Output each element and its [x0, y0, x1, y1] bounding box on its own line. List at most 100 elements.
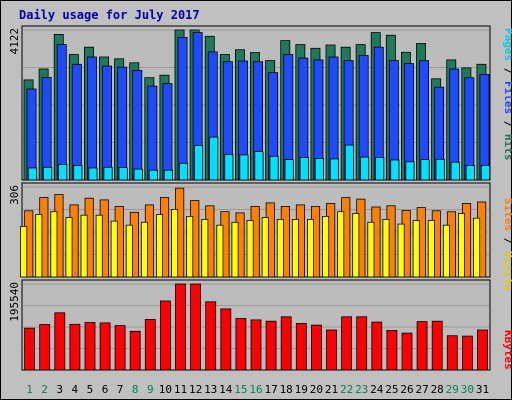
bar-kbytes-day-1 [24, 327, 36, 371]
bar-pages-day-10 [163, 169, 174, 181]
bar-kbytes-day-16 [250, 319, 262, 371]
bar-pages-day-15 [239, 154, 249, 181]
y-max-label: 306 [8, 185, 21, 205]
x-axis-day-labels: 1 2 3 4 5 6 7 8 9 10 11 12 13 14 15 16 17 18 19 20 21 22 23 24 2… [26, 383, 489, 396]
x-tick-label-day-11: 11 [174, 383, 187, 396]
bar-sites-day-12 [186, 215, 194, 278]
bar-sites-day-13 [201, 218, 209, 278]
bar-files-day-7 [117, 66, 128, 181]
bar-pages-day-11 [178, 162, 189, 181]
bar-kbytes-day-20 [310, 324, 322, 371]
legend-hits: Hits [502, 134, 512, 161]
bar-sites-day-5 [80, 214, 88, 278]
bar-sites-day-16 [246, 220, 254, 278]
bar-files-day-2 [41, 77, 52, 181]
x-tick-label-day-21: 21 [325, 383, 338, 396]
bar-pages-day-2 [43, 166, 53, 181]
bar-sites-day-2 [35, 214, 43, 278]
bar-kbytes-day-22 [341, 316, 353, 371]
bar-kbytes-day-26 [401, 332, 413, 371]
legend-pages: Pages [502, 28, 512, 61]
x-tick-label-day-12: 12 [189, 383, 202, 396]
bar-files-day-9 [147, 85, 158, 181]
x-tick-label-day-10: 10 [159, 383, 172, 396]
bar-files-day-5 [87, 56, 97, 181]
x-tick-label-day-26: 26 [400, 383, 413, 396]
bar-kbytes-day-8 [129, 330, 141, 371]
bars [20, 187, 487, 278]
bar-pages-day-30 [465, 164, 475, 181]
bar-pages-day-26 [405, 161, 415, 181]
legend-visits-sites: Sites / Visits [502, 198, 512, 291]
x-tick-label-day-17: 17 [264, 383, 277, 396]
bar-pages-day-20 [314, 158, 324, 181]
bar-sites-day-11 [171, 208, 179, 278]
bar-kbytes-day-15 [235, 318, 247, 371]
panel-visits-sites: 306 Sites / Visits [8, 182, 512, 291]
x-tick-label-day-14: 14 [219, 383, 233, 396]
bar-pages-day-4 [73, 164, 83, 181]
bar-kbytes-day-10 [159, 300, 171, 371]
bar-pages-day-17 [269, 155, 279, 181]
bar-kbytes-day-9 [144, 318, 156, 371]
bars [24, 283, 488, 371]
bar-sites-day-15 [231, 221, 239, 278]
bar-sites-day-14 [216, 224, 224, 278]
bar-files-day-4 [71, 63, 82, 181]
x-tick-label-day-27: 27 [415, 383, 428, 396]
x-tick-label-day-2: 2 [41, 383, 48, 396]
x-tick-label-day-31: 31 [476, 383, 489, 396]
bar-sites-day-19 [291, 218, 299, 278]
x-tick-label-day-4: 4 [71, 383, 78, 396]
bar-pages-day-9 [148, 169, 158, 181]
bar-pages-day-7 [118, 167, 128, 181]
bar-sites-day-28 [427, 220, 435, 278]
bar-sites-day-30 [457, 213, 465, 278]
bar-sites-day-22 [337, 211, 345, 278]
bar-sites-day-18 [276, 218, 284, 278]
bar-pages-day-27 [420, 159, 430, 181]
x-tick-label-day-25: 25 [385, 383, 398, 396]
bar-pages-day-16 [254, 151, 264, 181]
bar-kbytes-day-21 [326, 329, 337, 371]
x-tick-label-day-3: 3 [56, 383, 63, 396]
bar-kbytes-day-30 [461, 335, 473, 371]
bar-sites-day-1 [20, 225, 28, 278]
bar-kbytes-day-11 [175, 283, 186, 371]
bar-sites-day-20 [306, 218, 314, 278]
x-tick-label-day-9: 9 [147, 383, 154, 396]
chart-title: Daily usage for July 2017 [19, 8, 200, 22]
bar-sites-day-27 [412, 220, 420, 278]
x-tick-label-day-29: 29 [446, 383, 459, 396]
bar-kbytes-day-23 [356, 316, 368, 371]
x-tick-label-day-28: 28 [431, 383, 444, 396]
legend-sites: Sites [502, 198, 512, 231]
bar-kbytes-day-25 [386, 329, 398, 371]
y-max-label: 4122 [8, 28, 21, 55]
bar-files-day-31 [479, 74, 490, 181]
bar-kbytes-day-29 [446, 335, 458, 371]
bar-pages-day-25 [390, 159, 400, 181]
bar-pages-day-28 [435, 158, 445, 181]
x-tick-label-day-8: 8 [132, 383, 139, 396]
bar-kbytes-day-31 [477, 329, 488, 371]
bar-kbytes-day-6 [99, 322, 111, 371]
x-tick-label-day-7: 7 [117, 383, 124, 396]
bar-files-day-8 [132, 70, 143, 181]
bar-files-day-11 [177, 37, 188, 181]
legend-files: Files [502, 81, 512, 114]
x-tick-label-day-30: 30 [461, 383, 474, 396]
x-tick-label-day-5: 5 [87, 383, 94, 396]
x-tick-label-day-16: 16 [249, 383, 262, 396]
bar-sites-day-9 [140, 221, 148, 278]
bar-pages-day-5 [88, 167, 98, 181]
bars [23, 29, 490, 181]
panel-hits-files-pages: 4122 Pages / Files / Hits [8, 25, 512, 181]
y-max-label: 195540 [8, 282, 21, 322]
bar-kbytes-day-7 [114, 325, 126, 371]
legend-hits-files-pages: Pages / Files / Hits [502, 28, 512, 161]
bar-sites-day-17 [261, 217, 269, 278]
bar-pages-day-29 [450, 161, 460, 181]
x-tick-label-day-6: 6 [102, 383, 109, 396]
